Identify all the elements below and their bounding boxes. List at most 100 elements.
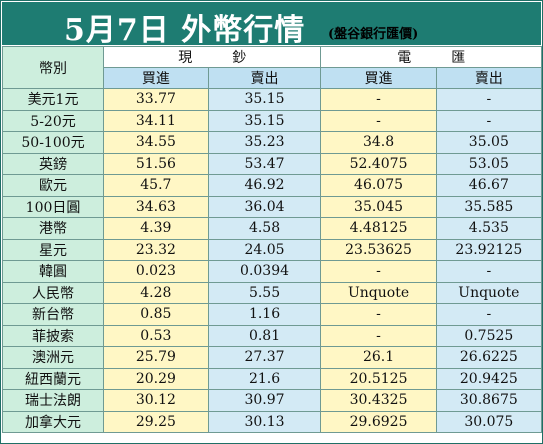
- tt-sell-cell: 0.7525: [435, 324, 543, 347]
- currency-name-cell: 人民幣: [1, 281, 105, 304]
- cash-sell-cell: 36.04: [207, 195, 322, 218]
- cash-sell-cell: 30.13: [207, 410, 322, 433]
- cash-buy-cell: 23.32: [103, 238, 209, 261]
- table-row: 50-100元 34.55 35.23 34.8 35.05: [1, 131, 543, 154]
- cash-buy-cell: 34.55: [103, 131, 209, 154]
- cash-buy-cell: 0.85: [103, 303, 209, 326]
- table-row: 澳洲元 25.79 27.37 26.1 26.6225: [1, 346, 543, 369]
- currency-name-cell: 紐西蘭元: [1, 367, 105, 390]
- tt-sell-cell: -: [435, 260, 543, 283]
- currency-name-cell: 歐元: [1, 174, 105, 197]
- cash-sell-cell: 0.81: [207, 324, 322, 347]
- cash-sell-cell: 53.47: [207, 152, 322, 175]
- currency-name-cell: 澳洲元: [1, 346, 105, 369]
- tt-sell-cell: 30.8675: [435, 389, 543, 412]
- table-row: 瑞士法朗 30.12 30.97 30.4325 30.8675: [1, 389, 543, 412]
- header-row-sub: 買進 賣出 買進 賣出: [3, 67, 543, 89]
- tt-sell-cell: 26.6225: [435, 346, 543, 369]
- cash-buy-cell: 0.53: [103, 324, 209, 347]
- cash-group-header: 現鈔: [103, 46, 322, 68]
- cash-sell-cell: 24.05: [207, 238, 322, 261]
- exchange-rate-table: 幣別 現鈔 電匯 買進 賣出 買進 賣出 美元1元 33.77 35.15- -5-2…: [1, 46, 543, 433]
- tt-buy-cell: 30.4325: [320, 389, 437, 412]
- tt-buy-cell: -: [320, 324, 437, 347]
- tt-buy-cell: 52.4075: [320, 152, 437, 175]
- tt-buy-cell: 34.8: [320, 131, 437, 154]
- cash-buy-cell: 20.29: [103, 367, 209, 390]
- tt-sell-cell: 35.585: [435, 195, 543, 218]
- table-row: 星元 23.32 24.05 23.53625 23.92125: [1, 238, 543, 261]
- cash-buy-cell: 25.79: [103, 346, 209, 369]
- table-row: 人民幣 4.28 5.55 Unquote Unquote: [1, 281, 543, 304]
- table-row: 英鎊 51.56 53.47 52.4075 53.05: [1, 152, 543, 175]
- cash-sell-cell: 21.6: [207, 367, 322, 390]
- table-row: 新台幣 0.85 1.16- -: [1, 303, 543, 326]
- tt-buy-cell: 4.48125: [320, 217, 437, 240]
- table-row: 紐西蘭元 20.29 21.6 20.5125 20.9425: [1, 367, 543, 390]
- currency-name-cell: 菲披索: [1, 324, 105, 347]
- cash-buy-cell: 0.023: [103, 260, 209, 283]
- table-row: 港幣 4.39 4.58 4.48125 4.535: [1, 217, 543, 240]
- tt-buy-cell: 20.5125: [320, 367, 437, 390]
- header-row-groups: 幣別 現鈔 電匯: [1, 46, 542, 89]
- tt-buy-cell: Unquote: [320, 281, 437, 304]
- table-row: 加拿大元 29.25 30.13 29.6925 30.075: [1, 410, 543, 433]
- page-title: 5月7日 外幣行情: [64, 13, 306, 48]
- cash-buy-header: 買進: [103, 67, 209, 89]
- tt-sell-cell: 30.075: [435, 410, 543, 433]
- cash-sell-cell: 46.92: [207, 174, 322, 197]
- currency-name-cell: 英鎊: [1, 152, 105, 175]
- tt-sell-cell: 46.67: [435, 174, 543, 197]
- currency-name-cell: 5-20元: [1, 109, 105, 132]
- cash-sell-cell: 0.0394: [207, 260, 322, 283]
- cash-buy-cell: 45.7: [103, 174, 209, 197]
- table-row: 美元1元 33.77 35.15- -: [1, 88, 543, 111]
- source-note: (盤谷銀行匯價): [328, 27, 419, 42]
- currency-column-header: 幣別: [1, 46, 105, 89]
- tt-sell-cell: 53.05: [435, 152, 543, 175]
- cash-buy-cell: 29.25: [103, 410, 209, 433]
- cash-buy-cell: 30.12: [103, 389, 209, 412]
- cash-sell-cell: 30.97: [207, 389, 322, 412]
- cash-buy-cell: 34.63: [103, 195, 209, 218]
- table-row: 菲披索 0.53 0.81-0.7525: [1, 324, 543, 347]
- cash-sell-cell: 35.15: [207, 109, 322, 132]
- cash-sell-cell: 4.58: [207, 217, 322, 240]
- tt-buy-cell: 29.6925: [320, 410, 437, 433]
- tt-sell-cell: Unquote: [435, 281, 543, 304]
- tt-sell-header: 賣出: [435, 67, 543, 89]
- tt-sell-cell: 20.9425: [435, 367, 543, 390]
- cash-buy-cell: 4.28: [103, 281, 209, 304]
- currency-name-cell: 瑞士法朗: [1, 389, 105, 412]
- tt-sell-cell: 23.92125: [435, 238, 543, 261]
- cash-sell-cell: 27.37: [207, 346, 322, 369]
- currency-name-cell: 加拿大元: [1, 410, 105, 433]
- cash-sell-header: 賣出: [207, 67, 322, 89]
- tt-buy-cell: -: [320, 88, 437, 111]
- tt-buy-cell: -: [320, 109, 437, 132]
- currency-name-cell: 港幣: [1, 217, 105, 240]
- cash-sell-cell: 35.15: [207, 88, 322, 111]
- tt-sell-cell: -: [435, 88, 543, 111]
- currency-name-cell: 星元: [1, 238, 105, 261]
- cash-sell-cell: 35.23: [207, 131, 322, 154]
- table-row: 韓圓 0.023 0.0394- -: [1, 260, 543, 283]
- tt-buy-cell: 26.1: [320, 346, 437, 369]
- table-row: 100日圓 34.63 36.04 35.045 35.585: [1, 195, 543, 218]
- currency-name-cell: 新台幣: [1, 303, 105, 326]
- tt-buy-cell: 23.53625: [320, 238, 437, 261]
- cash-sell-cell: 5.55: [207, 281, 322, 304]
- telegraphic-group-header: 電匯: [320, 46, 542, 68]
- tt-sell-cell: 4.535: [435, 217, 543, 240]
- currency-name-cell: 100日圓: [1, 195, 105, 218]
- cash-buy-cell: 4.39: [103, 217, 209, 240]
- tt-sell-cell: -: [435, 109, 543, 132]
- currency-name-cell: 50-100元: [1, 131, 105, 154]
- tt-buy-cell: 35.045: [320, 195, 437, 218]
- cash-buy-cell: 34.11: [103, 109, 209, 132]
- tt-sell-cell: -: [435, 303, 543, 326]
- tt-buy-cell: 46.075: [320, 174, 437, 197]
- tt-buy-cell: -: [320, 260, 437, 283]
- currency-name-cell: 美元1元: [1, 88, 105, 111]
